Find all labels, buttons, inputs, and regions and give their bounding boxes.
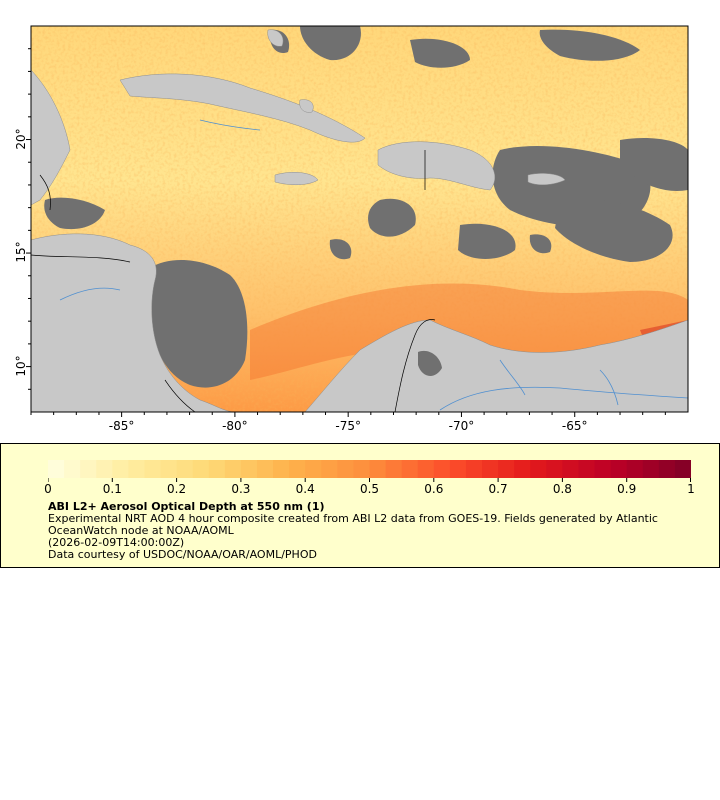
y-tick-label: 15° <box>14 241 28 263</box>
colorbar-segment <box>465 460 483 478</box>
colorbar-tick-label: 0.5 <box>359 482 380 496</box>
colorbar-tick-label: 0.9 <box>617 482 637 496</box>
colorbar-segment <box>449 460 467 478</box>
colorbar-segment <box>128 460 145 478</box>
x-tick-label: -75° <box>335 419 361 433</box>
x-tick-label: -85° <box>108 419 135 433</box>
colorbar-segment <box>353 460 370 478</box>
colorbar-tick-label: 0.4 <box>295 482 315 496</box>
colorbar-tick-label: 1 <box>687 482 695 496</box>
colorbar-segment <box>273 460 290 478</box>
no-data-regions <box>44 26 688 388</box>
land <box>31 29 688 412</box>
puerto-rico-landmass <box>527 173 566 185</box>
colorbar-tick-label: 0.2 <box>167 482 187 496</box>
legend-description: Experimental NRT AOD 4 hour composite cr… <box>48 512 658 537</box>
colorbar-segment <box>546 460 563 478</box>
central-america-landmass <box>31 233 236 412</box>
colorbar-segment <box>562 460 579 478</box>
colorbar-segment <box>112 460 129 478</box>
colorbar-segment <box>626 460 644 478</box>
colorbar-segment <box>610 460 628 478</box>
aod-colorbar <box>48 460 691 482</box>
aod-map <box>26 25 689 417</box>
legend-title: ABI L2+ Aerosol Optical Depth at 550 nm … <box>48 500 325 513</box>
colorbar-segment <box>144 460 162 478</box>
y-tick-label: 20° <box>14 127 28 150</box>
yucatan-landmass <box>31 69 71 206</box>
colorbar-segment <box>594 460 612 478</box>
colorbar-segment <box>674 460 691 478</box>
colorbar-segment <box>385 460 403 478</box>
colorbar-segment <box>578 460 596 478</box>
colorbar-segment <box>658 460 676 478</box>
colorbar-segment <box>208 460 226 478</box>
colorbar-segment <box>289 460 306 478</box>
legend-panel: 0 0.1 0.2 0.3 0.4 0.5 0.6 0.7 0.8 0.9 1 ABI L2+ Ae… <box>0 443 720 568</box>
colorbar-segment <box>176 460 194 478</box>
cuba-landmass <box>119 73 366 143</box>
colorbar-tick-label: 0.3 <box>231 482 251 496</box>
map-frame <box>30 25 689 413</box>
colorbar-segment <box>96 460 113 478</box>
colorbar-segment <box>401 460 419 478</box>
colorbar-segment <box>498 460 515 478</box>
x-tick-label: -70° <box>448 419 475 433</box>
colorbar-segment <box>48 460 65 478</box>
y-tick-label: 10° <box>14 354 28 377</box>
colorbar-segment <box>256 460 274 478</box>
axis-tick-marks <box>26 48 666 417</box>
x-tick-label: -65° <box>561 419 588 433</box>
colorbar-segment <box>433 460 451 478</box>
aod-map-figure: -85° -80° -75° -70° -65° 20° 15° 10° <box>14 25 689 433</box>
colorbar-tick-label: 0.1 <box>102 482 122 496</box>
colorbar-segment <box>192 460 210 478</box>
colorbar-segment <box>337 460 354 478</box>
jamaica-landmass <box>274 172 319 185</box>
rivers <box>59 119 688 411</box>
colorbar-segment <box>305 460 322 478</box>
colorbar-segment <box>224 460 242 478</box>
colorbar-segment <box>482 460 499 478</box>
colorbar-tick-label: 0 <box>44 482 52 496</box>
colorbar-segment <box>369 460 387 478</box>
colorbar-segment <box>64 460 81 478</box>
colorbar-segment <box>530 460 547 478</box>
x-tick-label: -80° <box>222 419 248 433</box>
legend-credit: Data courtesy of USDOC/NOAA/OAR/AOML/PHO… <box>48 548 317 561</box>
colorbar-segment <box>514 460 531 478</box>
legend-timestamp: (2026-02-09T14:00:00Z) <box>48 536 185 549</box>
colorbar-tick-label: 0.7 <box>488 482 508 496</box>
colorbar-tick-label: 0.6 <box>424 482 444 496</box>
colorbar-segment <box>642 460 660 478</box>
country-borders <box>31 150 436 412</box>
hispaniola-landmass <box>377 141 495 191</box>
colorbar-segment <box>80 460 97 478</box>
colorbar-tick-label: 0.8 <box>552 482 572 496</box>
colorbar-segment <box>321 460 338 478</box>
colorbar-segment <box>160 460 178 478</box>
colorbar-segment <box>240 460 258 478</box>
south-america-landmass <box>304 319 688 412</box>
colorbar-segment <box>417 460 435 478</box>
